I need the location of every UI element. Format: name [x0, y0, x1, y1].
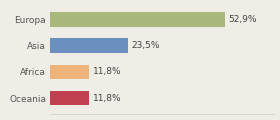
Text: 11,8%: 11,8%	[93, 94, 121, 103]
Bar	[50, 91, 89, 105]
Text: 23,5%: 23,5%	[131, 41, 160, 50]
Text: 52,9%: 52,9%	[228, 15, 256, 24]
Text: 11,8%: 11,8%	[93, 67, 121, 76]
Bar	[50, 65, 89, 79]
Bar	[50, 12, 225, 27]
Bar	[50, 38, 128, 53]
